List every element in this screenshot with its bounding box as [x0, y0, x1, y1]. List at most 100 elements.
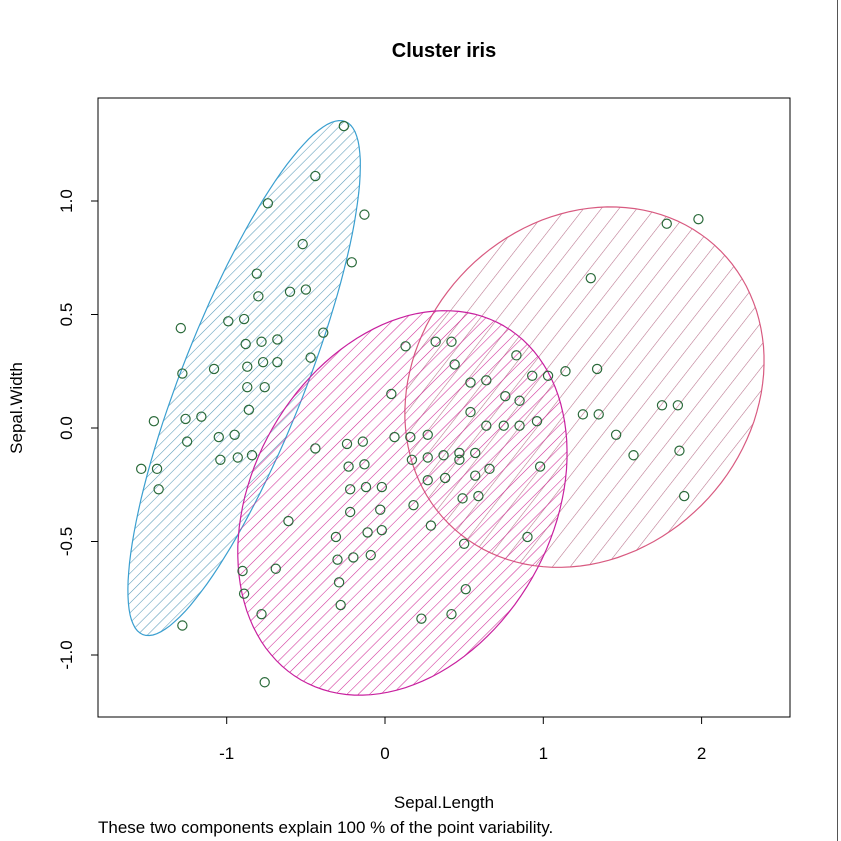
- cluster-2-point: [376, 524, 388, 536]
- cluster-1-point: [177, 620, 188, 631]
- cluster-2-point: [446, 608, 457, 620]
- x-axis-label: Sepal.Length: [394, 793, 494, 812]
- cluster-3-point: [481, 375, 492, 386]
- cluster-1-point: [259, 381, 270, 393]
- cluster-1-point: [151, 463, 163, 475]
- cluster-2-point: [425, 520, 437, 531]
- cluster-2-point: [376, 481, 388, 493]
- cluster-3-point: [465, 377, 476, 388]
- cluster-1-point: [262, 198, 274, 209]
- cluster-2-point: [341, 438, 353, 450]
- cluster-3-point: [458, 538, 470, 549]
- cluster-3-point: [610, 429, 622, 441]
- x-tick-label: 1: [539, 744, 548, 763]
- cluster-3-point: [542, 370, 554, 381]
- cluster-2-point: [330, 531, 342, 543]
- cluster-3-point: [481, 420, 492, 431]
- cluster-3-point: [628, 450, 639, 461]
- cluster-2-point: [343, 461, 354, 472]
- cluster-2-point: [375, 504, 386, 515]
- cluster-3-point: [527, 370, 538, 381]
- y-tick-label: 0.0: [57, 416, 76, 440]
- cluster-3-point: [656, 400, 668, 411]
- cluster-3-point: [678, 490, 690, 502]
- y-tick-label: 0.5: [57, 303, 76, 327]
- cluster-1-point: [243, 404, 255, 416]
- cluster-1-point: [148, 415, 160, 427]
- x-tick-label: 2: [697, 744, 706, 763]
- cluster-2-point: [238, 588, 250, 599]
- cluster-1-point: [297, 238, 308, 250]
- cluster-2-point: [457, 493, 468, 504]
- cluster-1-point: [305, 352, 316, 363]
- cluster-1-point: [272, 334, 283, 345]
- cluster-2-point: [389, 431, 400, 443]
- cluster-1-point: [223, 316, 234, 327]
- cluster-3-point: [560, 366, 571, 377]
- cluster-2-point: [438, 450, 449, 461]
- cluster-1-point: [181, 436, 193, 447]
- cluster-2-point: [310, 443, 321, 454]
- cluster-2-point: [360, 481, 372, 493]
- page-edge-line: [837, 0, 838, 841]
- cluster-1-point: [240, 338, 251, 350]
- x-axis: -1 0 1 2: [219, 717, 706, 763]
- cluster-1-point: [284, 286, 296, 297]
- cluster-3-point: [585, 272, 596, 284]
- cluster-2-point: [386, 388, 397, 400]
- cluster-1-point: [257, 356, 269, 368]
- cluster-1-point: [338, 120, 350, 132]
- cluster-2-point: [460, 583, 471, 595]
- cluster-2-point: [439, 472, 451, 484]
- cluster-2-point: [348, 552, 359, 563]
- cluster-2-point: [473, 490, 484, 502]
- cluster-2-point: [333, 577, 345, 588]
- cluster-3-point: [500, 391, 511, 402]
- cluster-2-point: [470, 447, 481, 459]
- cluster-1-point: [310, 170, 321, 182]
- cluster-1-point: [256, 336, 267, 347]
- cluster-2-point: [470, 470, 481, 481]
- cluster-2-point: [454, 447, 465, 459]
- cluster-2-point: [484, 463, 495, 475]
- cluster-2-point: [416, 613, 427, 624]
- cluster-2-point: [335, 599, 346, 611]
- cluster-ellipses: [127, 119, 765, 696]
- cluster-3-point: [531, 415, 543, 427]
- cluster-3-point: [534, 461, 546, 472]
- y-axis: -1.0 -0.5 0.0 0.5 1.0: [57, 189, 98, 670]
- y-axis-label: Sepal.Width: [7, 362, 26, 454]
- cluster-3-point: [514, 395, 525, 406]
- cluster-2-point: [344, 506, 356, 518]
- cluster-1-point: [253, 291, 264, 302]
- cluster-3-point: [674, 445, 685, 456]
- cluster-1-point: [242, 381, 253, 393]
- cluster-1-point: [180, 413, 191, 425]
- cluster-2-point: [344, 484, 356, 495]
- cluster-1-point: [175, 322, 186, 334]
- cluster-2-point: [408, 499, 419, 511]
- cluster-1-point: [215, 454, 226, 465]
- cluster-1-point: [272, 356, 283, 368]
- cluster-2-point: [362, 527, 373, 538]
- cluster-1-point: [136, 463, 147, 475]
- cluster-1-point: [208, 363, 220, 375]
- cluster-2-point: [270, 563, 281, 574]
- cluster-2-point: [237, 565, 248, 577]
- cluster-2-point: [406, 454, 418, 465]
- y-tick-label: -0.5: [57, 527, 76, 556]
- cluster-2-point: [256, 608, 267, 620]
- cluster-1-point: [213, 431, 224, 443]
- cluster-1-point: [246, 450, 258, 461]
- cluster-3-point: [593, 409, 604, 420]
- x-tick-label: 0: [380, 744, 389, 763]
- cluster-1-point: [242, 361, 253, 372]
- cluster-1-point: [318, 327, 329, 338]
- x-tick-label: -1: [219, 744, 234, 763]
- cluster-2-point: [498, 420, 509, 431]
- cluster-2-point: [465, 406, 476, 418]
- cluster-2-point: [400, 341, 411, 352]
- cluster-2-point: [430, 336, 441, 347]
- cluster-2-ellipse: [237, 310, 568, 696]
- cluster-1-point: [251, 268, 262, 279]
